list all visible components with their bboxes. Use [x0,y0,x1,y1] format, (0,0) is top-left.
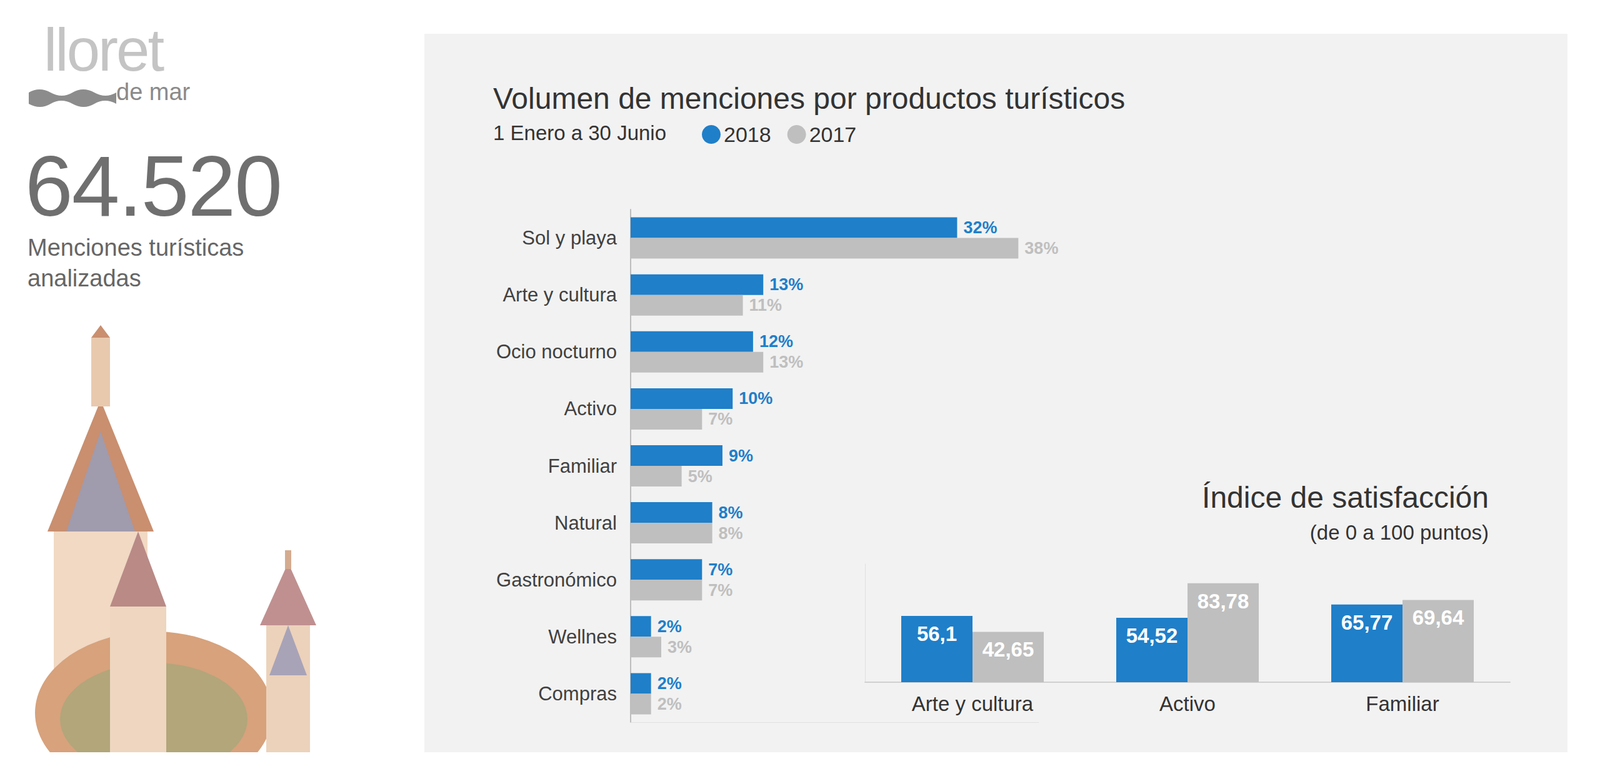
svg-text:2017: 2017 [809,122,857,147]
html-text:Menciones turísticas analizada: Menciones turísticas analizadas [27,234,244,292]
svg-text:7%: 7% [708,409,733,429]
svg-text:Activo: Activo [564,397,617,420]
html-text:de mar: de mar [116,78,191,105]
svg-text:2%: 2% [657,616,682,636]
svg-text:Wellnes: Wellnes [548,625,617,648]
svg-text:Familiar: Familiar [548,455,617,477]
svg-text:32%: 32% [963,218,997,237]
svg-text:12%: 12% [759,331,794,351]
svg-text:1 Enero a 30 Junio: 1 Enero a 30 Junio [493,121,667,145]
html-text:64.520: 64.520 [25,137,282,234]
svg-text:13%: 13% [769,275,804,294]
svg-text:8%: 8% [718,523,744,543]
svg-text:7%: 7% [708,580,733,600]
html-text:lloret: lloret [43,16,163,84]
svg-text:5%: 5% [688,466,713,486]
svg-text:2018: 2018 [723,122,772,147]
svg-text:Arte y cultura: Arte y cultura [911,691,1034,715]
svg-text:10%: 10% [738,388,773,408]
svg-text:Natural: Natural [554,511,617,534]
svg-text:Sol y playa: Sol y playa [521,226,617,249]
svg-text:Índice de satisfacción: Índice de satisfacción [1201,480,1489,514]
svg-text:11%: 11% [749,295,783,315]
svg-text:Volumen de menciones por produ: Volumen de menciones por productos turís… [493,81,1125,115]
svg-text:83,78: 83,78 [1197,589,1250,613]
svg-text:65,77: 65,77 [1341,610,1394,634]
svg-text:56,1: 56,1 [916,621,957,645]
svg-text:42,65: 42,65 [982,637,1035,661]
svg-text:Activo: Activo [1159,691,1216,715]
svg-text:Compras: Compras [538,682,617,705]
svg-text:54,52: 54,52 [1126,623,1179,647]
svg-text:Gastronómico: Gastronómico [496,568,617,591]
svg-text:7%: 7% [708,560,733,579]
svg-text:13%: 13% [769,352,804,372]
svg-text:Ocio nocturno: Ocio nocturno [496,340,617,363]
svg-text:9%: 9% [728,446,754,465]
svg-text:8%: 8% [718,503,744,522]
svg-text:3%: 3% [667,637,692,657]
svg-text:2%: 2% [657,673,682,693]
svg-text:2%: 2% [657,694,682,714]
svg-text:(de 0 a 100 puntos): (de 0 a 100 puntos) [1310,520,1489,544]
svg-text:Familiar: Familiar [1365,691,1439,715]
svg-text:38%: 38% [1024,238,1059,258]
svg-text:69,64: 69,64 [1412,605,1465,629]
svg-text:Arte y cultura: Arte y cultura [502,283,617,306]
